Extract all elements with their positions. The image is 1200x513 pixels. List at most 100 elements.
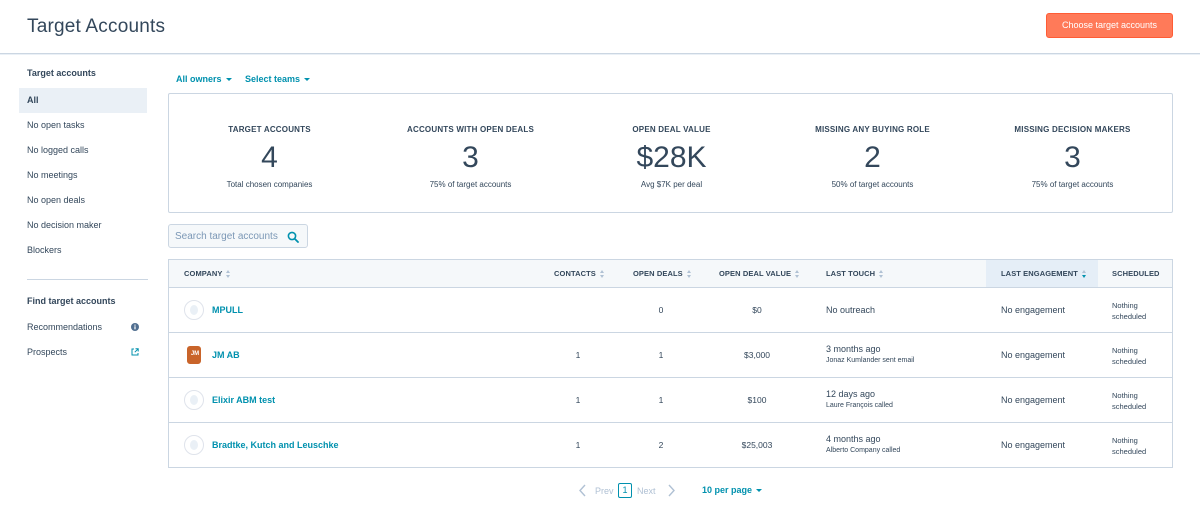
- column-header-contacts[interactable]: CONTACTS: [554, 260, 605, 287]
- next-page-button[interactable]: Next: [637, 486, 656, 496]
- owners-filter-label: All owners: [176, 74, 222, 84]
- stat-value: 3: [462, 141, 479, 174]
- sidebar-heading-find-target-accounts: Find target accounts: [27, 296, 116, 306]
- stat-label: MISSING ANY BUYING ROLE: [815, 125, 930, 134]
- page-title: Target Accounts: [27, 16, 166, 37]
- sidebar-item-blockers[interactable]: Blockers: [27, 245, 62, 255]
- contacts-count: 1: [575, 395, 581, 405]
- sidebar-item-prospects[interactable]: Prospects: [19, 340, 147, 365]
- sidebar-item-label: Recommendations: [27, 322, 103, 332]
- chevron-left-icon[interactable]: [578, 484, 588, 497]
- last-touch-detail: Alberto Company called: [826, 447, 901, 454]
- company-link[interactable]: JM AB: [212, 350, 240, 360]
- company-link[interactable]: MPULL: [212, 305, 243, 315]
- target-accounts-table: COMPANY CONTACTS OPEN DEALS OPEN DEAL VA…: [168, 259, 1173, 468]
- column-header-company[interactable]: COMPANY: [184, 260, 231, 287]
- column-header-open-deals[interactable]: OPEN DEALS: [633, 260, 692, 287]
- stat-accounts-with-open-deals: ACCOUNTS WITH OPEN DEALS 3 75% of target…: [370, 94, 571, 212]
- sort-icon: [599, 270, 605, 279]
- chevron-down-icon: [225, 78, 232, 82]
- stat-subtext: Total chosen companies: [226, 180, 313, 189]
- stat-value: 3: [1064, 141, 1081, 174]
- open-deal-value: $3,000: [744, 350, 770, 360]
- company-avatar: [184, 390, 204, 410]
- chevron-down-icon: [756, 489, 763, 493]
- stat-subtext: 75% of target accounts: [1031, 180, 1114, 189]
- search-icon[interactable]: [287, 231, 299, 243]
- page-1-button[interactable]: 1: [618, 483, 632, 498]
- stat-missing-buying-role: MISSING ANY BUYING ROLE 2 50% of target …: [772, 94, 973, 212]
- prev-page-button[interactable]: Prev: [595, 486, 614, 496]
- search-input[interactable]: [169, 225, 281, 247]
- table-row: MPULL 0 $0 No outreach No engagement Not…: [169, 288, 1172, 333]
- last-touch-detail: Laure François called: [826, 402, 893, 409]
- last-engagement: No engagement: [1001, 395, 1066, 405]
- scheduled: Nothing scheduled: [1112, 346, 1147, 366]
- company-link[interactable]: Elixir ABM test: [212, 395, 276, 405]
- scheduled: Nothing scheduled: [1112, 301, 1147, 321]
- sort-icon: [226, 270, 231, 279]
- company-avatar: [184, 435, 204, 455]
- last-touch: 12 days ago: [826, 389, 876, 399]
- last-touch-detail: Jonaz Kumlander sent email: [826, 357, 915, 364]
- sort-icon: [879, 270, 884, 279]
- sort-icon: [795, 270, 800, 279]
- sidebar-item-no-open-deals[interactable]: No open deals: [27, 195, 86, 205]
- owners-filter-dropdown[interactable]: All owners: [176, 74, 232, 84]
- stat-subtext: 75% of target accounts: [429, 180, 512, 189]
- sidebar-item-recommendations[interactable]: Recommendations: [19, 315, 147, 340]
- per-page-dropdown[interactable]: 10 per page: [702, 485, 763, 495]
- stat-subtext: Avg $7K per deal: [640, 180, 703, 189]
- sidebar-item-no-decision-maker[interactable]: No decision maker: [27, 220, 102, 230]
- contacts-count: 1: [575, 350, 581, 360]
- stat-target-accounts: TARGET ACCOUNTS 4 Total chosen companies: [169, 94, 370, 212]
- company-logo: JM: [187, 346, 201, 364]
- sidebar-item-all[interactable]: All: [19, 88, 147, 113]
- teams-filter-dropdown[interactable]: Select teams: [245, 74, 311, 84]
- stat-value: 2: [864, 141, 881, 174]
- summary-stats-panel: TARGET ACCOUNTS 4 Total chosen companies…: [168, 93, 1173, 213]
- open-deal-value: $0: [752, 305, 762, 315]
- table-row: Elixir ABM test 1 1 $100 12 days ago Lau…: [169, 378, 1172, 423]
- table-row: JM JM AB 1 1 $3,000 3 months ago Jonaz K…: [169, 333, 1172, 378]
- last-touch: No outreach: [826, 305, 876, 315]
- choose-target-accounts-button[interactable]: Choose target accounts: [1046, 13, 1173, 38]
- column-header-scheduled: SCHEDULED: [1112, 269, 1160, 278]
- open-deals-count: 1: [658, 395, 664, 405]
- open-deals-count: 2: [658, 440, 664, 450]
- stat-label: MISSING DECISION MAKERS: [1014, 125, 1131, 134]
- column-header-last-touch[interactable]: LAST TOUCH: [826, 260, 884, 287]
- search-box: [168, 224, 308, 248]
- page-header: Target Accounts Choose target accounts: [0, 0, 1200, 54]
- chevron-right-icon[interactable]: [666, 484, 676, 497]
- sidebar-item-no-logged-calls[interactable]: No logged calls: [27, 145, 89, 155]
- sort-icon: [686, 270, 692, 279]
- sidebar-item-label: Prospects: [27, 347, 68, 357]
- open-deal-value: $25,003: [741, 440, 773, 450]
- open-deal-value: $100: [747, 395, 767, 405]
- scheduled: Nothing scheduled: [1112, 436, 1147, 456]
- stat-label: OPEN DEAL VALUE: [632, 125, 711, 134]
- chevron-down-icon: [304, 78, 311, 82]
- last-engagement: No engagement: [1001, 305, 1066, 315]
- external-link-icon: [131, 348, 139, 356]
- stat-label: ACCOUNTS WITH OPEN DEALS: [406, 125, 535, 134]
- company-avatar: [184, 300, 204, 320]
- last-engagement: No engagement: [1001, 440, 1066, 450]
- column-header-last-engagement[interactable]: LAST ENGAGEMENT: [986, 260, 1098, 287]
- stat-label: TARGET ACCOUNTS: [228, 125, 311, 134]
- stat-subtext: 50% of target accounts: [831, 180, 914, 189]
- open-deals-count: 1: [658, 350, 664, 360]
- sidebar-heading-target-accounts: Target accounts: [27, 68, 96, 78]
- stat-missing-decision-makers: MISSING DECISION MAKERS 3 75% of target …: [972, 94, 1173, 212]
- last-touch: 4 months ago: [826, 434, 881, 444]
- column-header-open-deal-value[interactable]: OPEN DEAL VALUE: [719, 260, 800, 287]
- company-link[interactable]: Bradtke, Kutch and Leuschke: [212, 440, 339, 450]
- sidebar-item-no-meetings[interactable]: No meetings: [27, 170, 78, 180]
- sort-descending-icon: [1081, 270, 1087, 279]
- stat-value: 4: [261, 141, 278, 174]
- table-header: COMPANY CONTACTS OPEN DEALS OPEN DEAL VA…: [169, 260, 1172, 288]
- sidebar-item-no-open-tasks[interactable]: No open tasks: [27, 120, 85, 130]
- teams-filter-label: Select teams: [245, 74, 301, 84]
- company-logo-text: JM: [190, 351, 200, 357]
